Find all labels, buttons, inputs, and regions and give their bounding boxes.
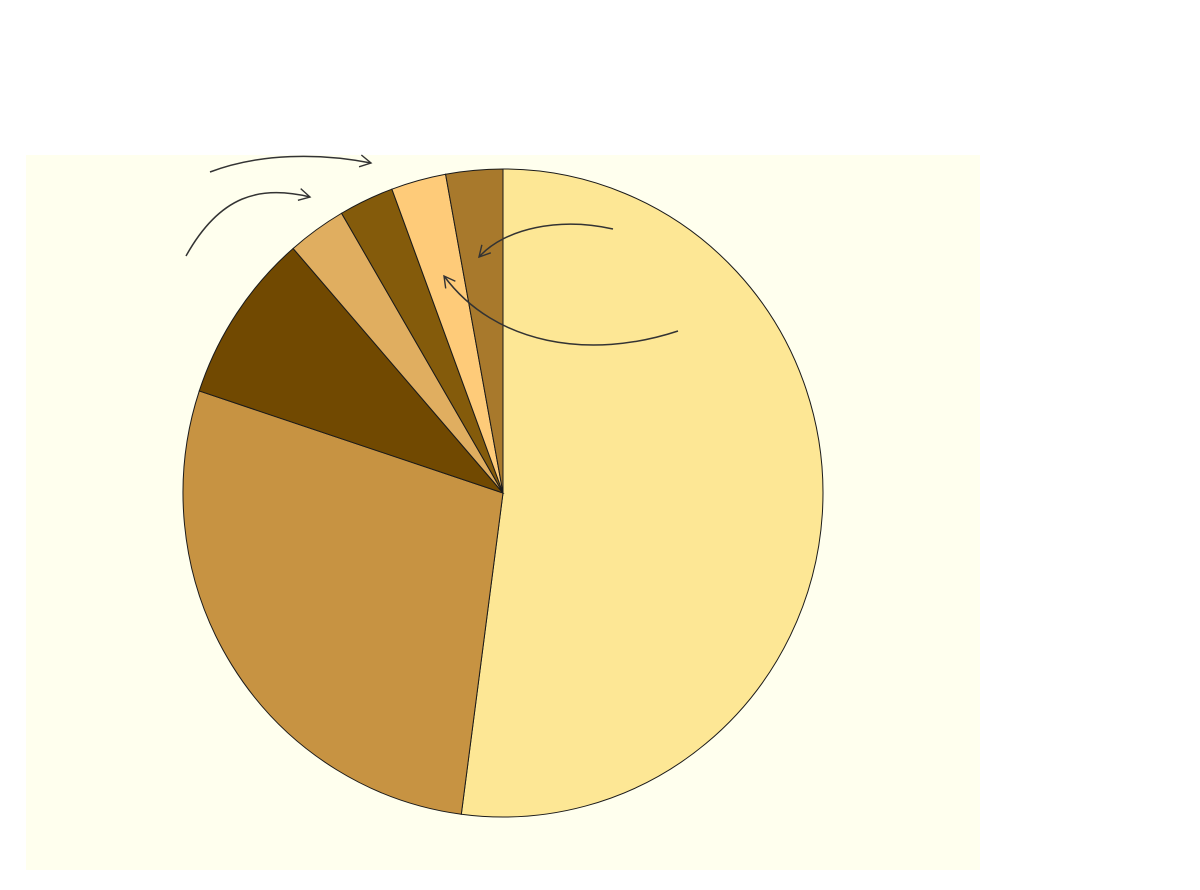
pie-slice-1	[460, 168, 824, 818]
pie-slice-2	[182, 390, 504, 815]
annotation-arrow-slice-5	[209, 154, 373, 173]
annotation-arrows	[185, 154, 679, 346]
annotation-arrow-slice-6	[443, 274, 679, 346]
pie-slices	[182, 168, 824, 818]
pie-slice-3	[198, 247, 505, 495]
annotation-arrow-slice-4	[185, 188, 312, 257]
annotation-arrow-slice-7	[478, 223, 614, 259]
